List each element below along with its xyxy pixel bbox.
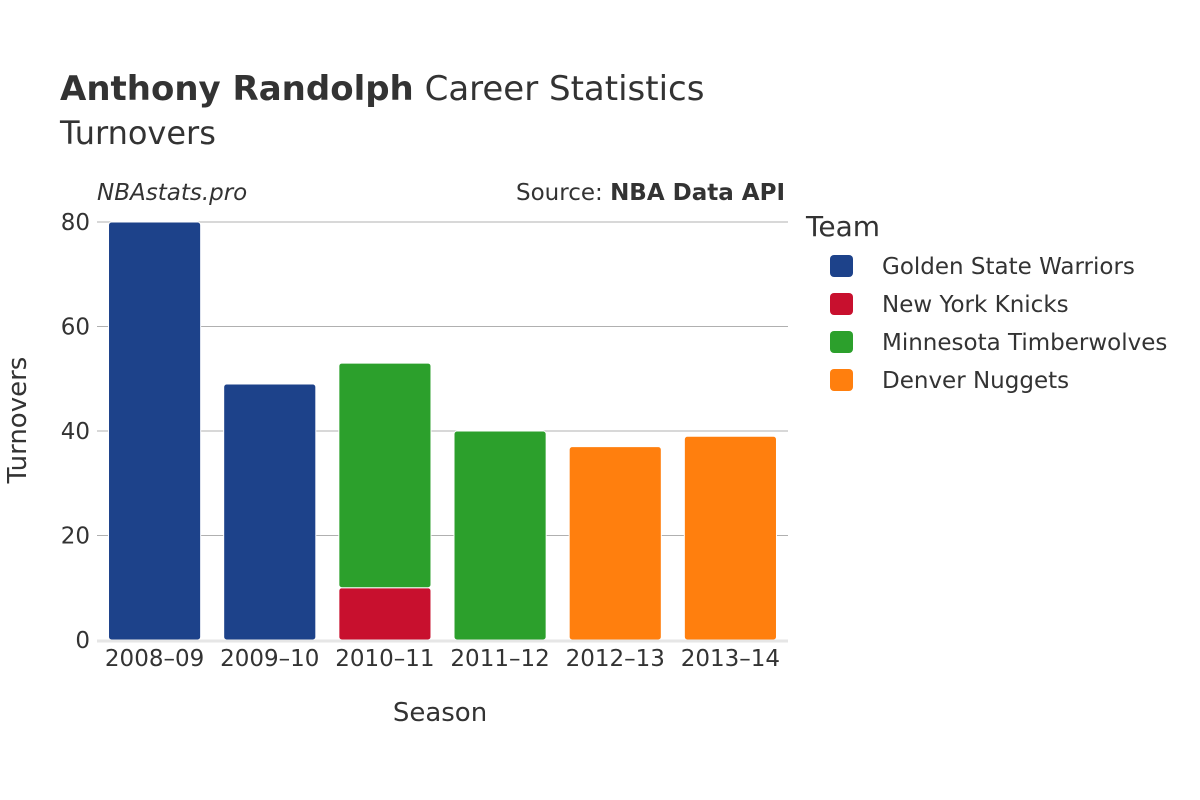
source-label: Source: NBA Data API (516, 180, 785, 206)
x-tick-label: 2010–11 (335, 646, 434, 672)
bar-segment[interactable] (108, 221, 202, 641)
legend: Team Golden State Warriors New York Knick… (805, 210, 1167, 394)
bar-segment[interactable] (683, 435, 777, 641)
bar-segment[interactable] (453, 430, 547, 641)
legend-label: Golden State Warriors (882, 254, 1135, 280)
chart-title: Anthony Randolph Career Statistics (60, 69, 704, 109)
y-tick-label: 0 (75, 628, 90, 654)
axes: 0 20 40 60 80 2008–09 2009–10 2010–11 2011–12 201… (61, 210, 788, 672)
chart-title-rest: Career Statistics (414, 69, 705, 109)
y-tick-label: 40 (61, 419, 90, 445)
bar-segment[interactable] (338, 362, 432, 589)
x-tick-label: 2008–09 (105, 646, 204, 672)
x-tick-label: 2013–14 (681, 646, 780, 672)
chart-subtitle: Turnovers (59, 114, 216, 152)
y-axis-title: Turnovers (3, 357, 33, 485)
bar-segment[interactable] (223, 383, 317, 641)
legend-label: New York Knicks (882, 292, 1069, 318)
legend-label: Denver Nuggets (882, 368, 1069, 394)
watermark: NBAstats.pro (97, 180, 247, 206)
x-tick-label: 2009–10 (220, 646, 319, 672)
chart-title-bold: Anthony Randolph (60, 69, 414, 109)
x-axis-title: Season (393, 698, 487, 728)
source-name: NBA Data API (610, 180, 785, 206)
y-tick-label: 20 (61, 524, 90, 550)
legend-label: Minnesota Timberwolves (882, 330, 1167, 356)
x-tick-label: 2012–13 (566, 646, 665, 672)
legend-title: Team (805, 210, 880, 243)
legend-swatch (830, 369, 853, 391)
x-tick-label: 2011–12 (450, 646, 549, 672)
bar-segment[interactable] (338, 587, 432, 641)
legend-swatch (830, 331, 853, 353)
bars (108, 221, 777, 641)
y-tick-label: 60 (61, 315, 90, 341)
source-prefix: Source: (516, 180, 610, 206)
y-tick-label: 80 (61, 210, 90, 236)
legend-swatch (830, 255, 853, 277)
grid-lines (97, 221, 788, 536)
legend-items: Golden State Warriors New York Knicks Minn… (830, 254, 1167, 394)
legend-swatch (830, 293, 853, 315)
bar-segment[interactable] (568, 446, 662, 641)
